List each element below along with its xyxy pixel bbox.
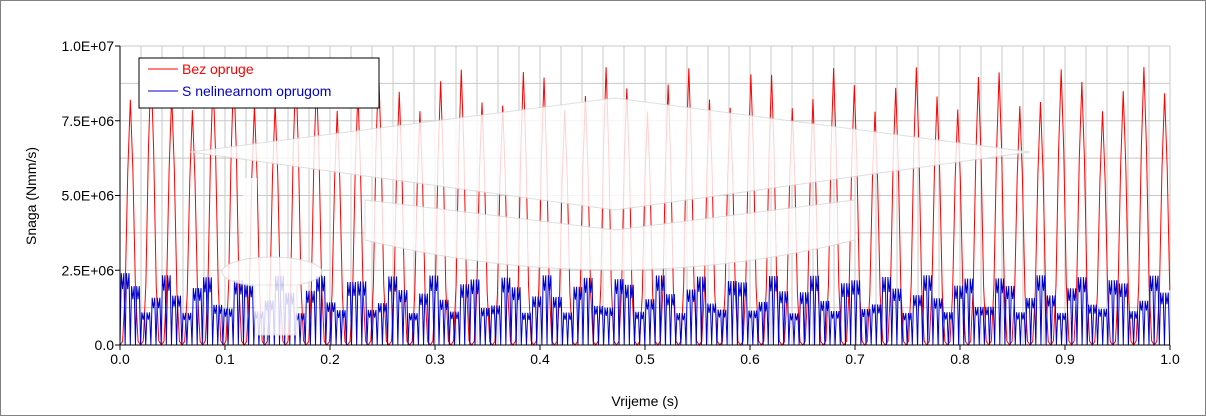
y-tick-label: 1.0E+07: [61, 38, 114, 54]
x-tick-label: 0.6: [740, 351, 760, 367]
legend-label-bez-opruge: Bez opruge: [182, 61, 254, 77]
y-tick-label: 5.0E+06: [61, 188, 114, 204]
legend: Bez opruge S nelinearnom oprugom: [138, 57, 380, 109]
x-tick-label: 0.7: [845, 351, 865, 367]
x-tick-label: 1.0: [1160, 351, 1180, 367]
x-tick-label: 0.3: [425, 351, 445, 367]
tick-labels: 0.0 0.1 0.2 0.3 0.4 0.5 0.6 0.7 0.8 0.9 1.0 0.0 2.5E…: [61, 38, 1180, 367]
legend-box: [138, 57, 380, 109]
x-tick-label: 0.4: [530, 351, 550, 367]
x-tick-label: 0.8: [950, 351, 970, 367]
x-tick-label: 0.9: [1055, 351, 1075, 367]
x-tick-label: 0.5: [635, 351, 655, 367]
y-tick-label: 7.5E+06: [61, 113, 114, 129]
y-tick-label: 0.0: [95, 337, 115, 353]
x-tick-label: 0.2: [320, 351, 340, 367]
y-tick-label: 2.5E+06: [61, 262, 114, 278]
y-axis-title: Snaga (Nmm/s): [23, 147, 39, 245]
x-tick-label: 0.1: [215, 351, 235, 367]
graduation-cap-watermark: [189, 97, 1031, 336]
legend-label-s-nelinearnom-oprugom: S nelinearnom oprugom: [182, 83, 331, 99]
x-axis-title: Vrijeme (s): [611, 393, 678, 409]
x-tick-label: 0.0: [110, 351, 130, 367]
